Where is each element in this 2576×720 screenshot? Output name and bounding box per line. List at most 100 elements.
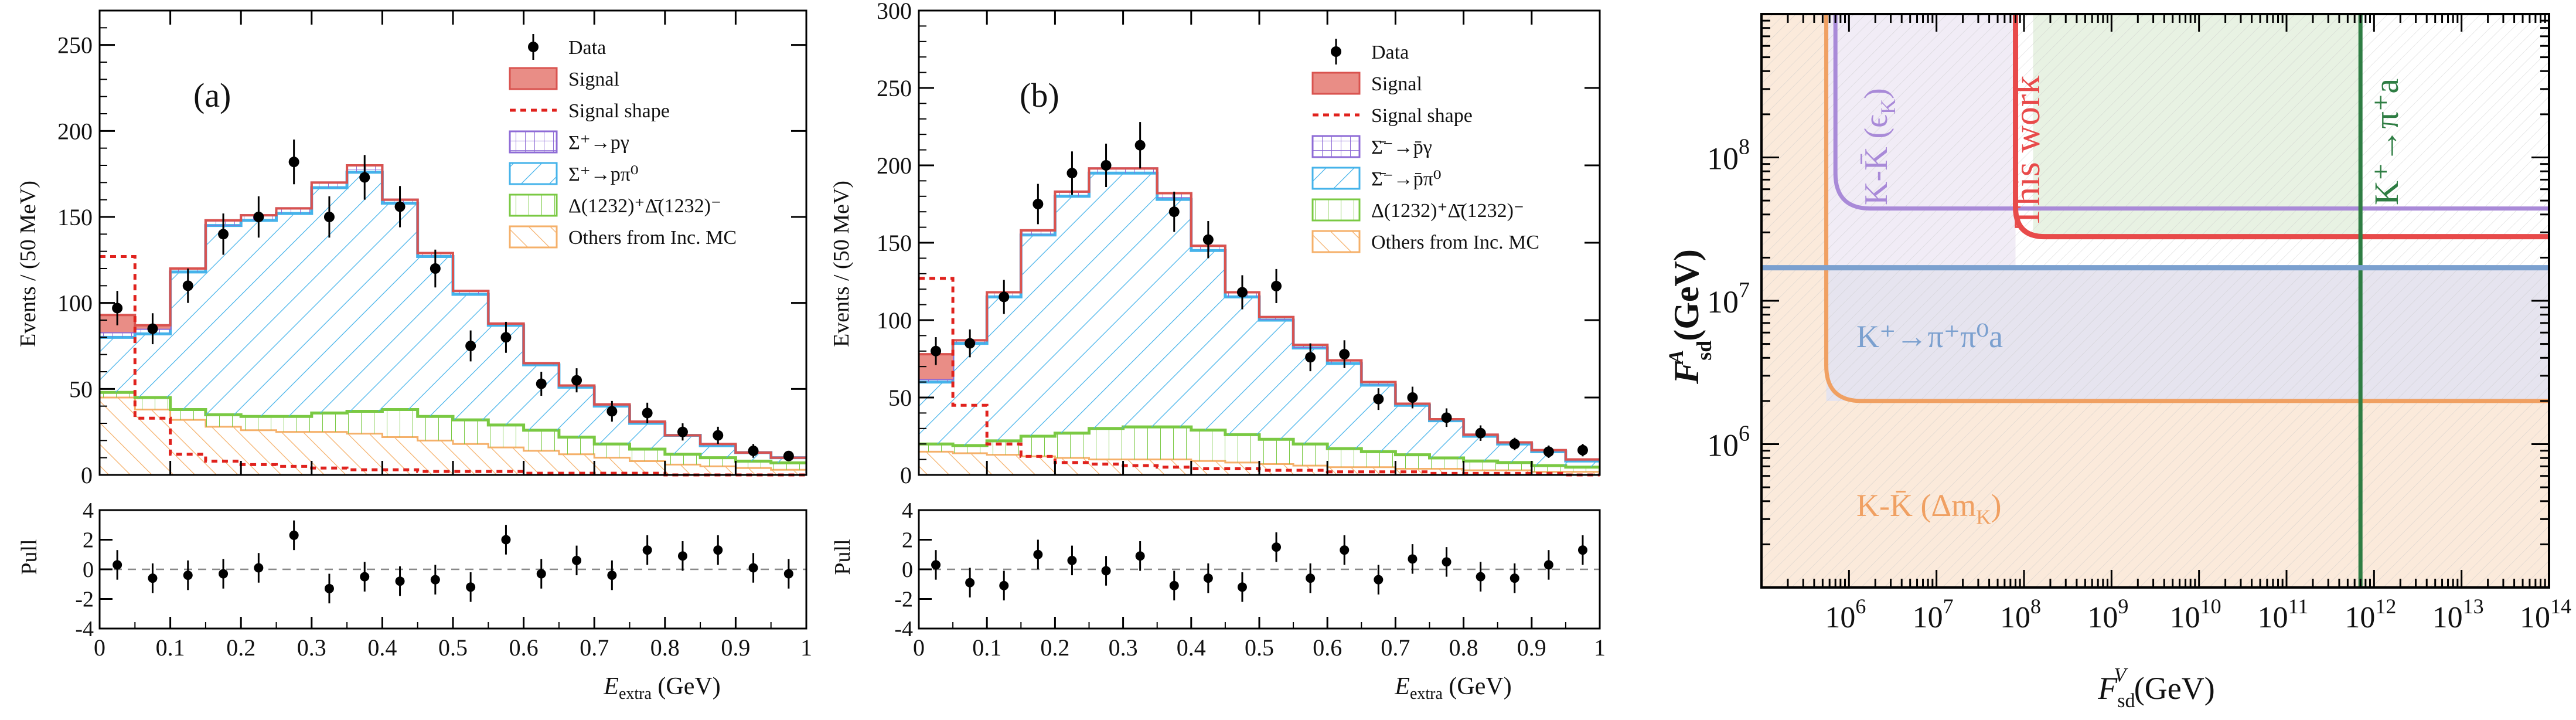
data-point [1543,445,1554,458]
y-tick-label: 100 [57,290,93,317]
data-marker [465,341,476,351]
x-tick-label: 108 [2000,595,2041,634]
legend-data-marker [528,42,539,52]
data-point [430,249,441,288]
x-tick-label: 109 [2087,595,2128,634]
data-point [323,196,335,238]
pull-marker [999,580,1009,590]
legend-item-bkg2: Σ̄⁻→p̄π⁰ [1311,167,1442,190]
x-tick-label: 0.9 [721,634,750,661]
pull-marker [466,582,476,592]
legend-item-signal-shape: Signal shape [1313,105,1473,127]
panel-b-label: (b) [1020,76,1059,114]
legend-swatch [1311,167,1361,190]
data-point [1305,343,1316,372]
x-tick-label: 1 [1594,634,1606,661]
data-marker [571,375,582,386]
x-tick-label: 1013 [2432,595,2484,634]
kpipi0a-label: K⁺→π⁺π⁰a [1856,319,2003,354]
x-tick-label: 0.8 [650,634,680,661]
x-tick-label: 0.2 [226,634,255,661]
x-tick-label: 0.6 [509,634,539,661]
pull-point [289,520,299,551]
x-tick-label: 0.4 [1177,634,1206,661]
data-marker [1577,444,1588,456]
pull-point [1237,572,1247,602]
x-tick-label: 1 [800,634,812,661]
data-point [253,196,264,238]
data-marker [642,407,653,419]
pull-point [360,562,370,592]
data-point [1339,340,1350,368]
y-tick-label: 150 [877,230,912,256]
y-tick-label: 50 [69,376,93,402]
legend-item-bkg1: Σ⁺→pγ [509,130,629,154]
x-tick-label: 0 [94,634,105,661]
pull-marker [748,563,758,573]
data-marker [677,426,688,437]
pull-marker [1067,555,1077,565]
data-point [536,372,547,396]
legend-swatch [509,130,558,154]
pull-marker [1543,560,1553,570]
legend-label: Signal shape [568,100,670,122]
pull-marker [1272,542,1282,552]
pull-point [395,566,405,596]
pull-marker [1203,573,1213,583]
pull-point [1169,570,1179,601]
pull-point [1340,535,1350,565]
legend-signal-swatch [1311,72,1361,95]
pull-point [324,573,334,604]
data-marker [1441,412,1452,423]
x-tick-label: 0.7 [1381,634,1410,661]
data-point [1475,425,1486,441]
x-tick-label: 0.1 [972,634,1001,661]
pull-marker [219,569,229,579]
pull-point [1067,545,1077,576]
pull-point [1577,535,1587,565]
pull-marker [289,530,299,540]
kk-dm-label: K-K̄ (ΔmK) [1856,488,2002,529]
hist-signal-shape [919,277,1600,477]
legend-label: Signal [1371,73,1422,95]
data-point [713,426,724,444]
legend-label: Σ̄⁻→p̄γ [1371,137,1432,158]
hatched-overlay [1761,14,2549,587]
pull-point [254,553,264,583]
pull-point [1408,544,1418,574]
x-tick-label: 0 [913,634,925,661]
data-point [394,186,406,227]
pull-point [999,570,1009,601]
pull-marker [572,555,582,565]
pull-marker [1169,580,1179,590]
data-point [218,213,229,255]
data-marker [430,263,441,274]
pull-point [148,563,158,593]
y-tick-label: 250 [877,75,912,101]
data-marker [1509,439,1520,450]
panel-a-legend: Data Signal Signal shape Σ⁺→pγ Σ⁺→pπ⁰ Δ(1232)… [509,34,737,249]
pull-point [1510,563,1519,593]
data-point [999,280,1010,314]
pull-marker [607,570,617,580]
pull-marker [536,569,546,579]
data-marker [783,450,794,461]
y-tick-label: 107 [1707,278,1750,320]
pull-point [572,545,582,576]
legend-swatch [1311,135,1361,158]
x-tick-label: 0.9 [1517,634,1546,661]
pull-point [113,550,122,580]
x-tick-label: 106 [1825,595,1866,634]
legend-item-bkg4: Others from Inc. MC [1311,230,1539,253]
legend-data-marker [1331,46,1341,57]
legend-label: Data [568,37,606,59]
pull-marker [931,560,941,570]
data-point [606,400,618,422]
data-marker [147,323,158,334]
x-tick-label: 107 [1913,595,1954,634]
panel-c-xlabel: FsdV (GeV) [2097,664,2214,712]
pull-y-tick-label: 0 [83,558,94,582]
pull-marker [1577,545,1587,555]
data-point [1168,191,1180,232]
